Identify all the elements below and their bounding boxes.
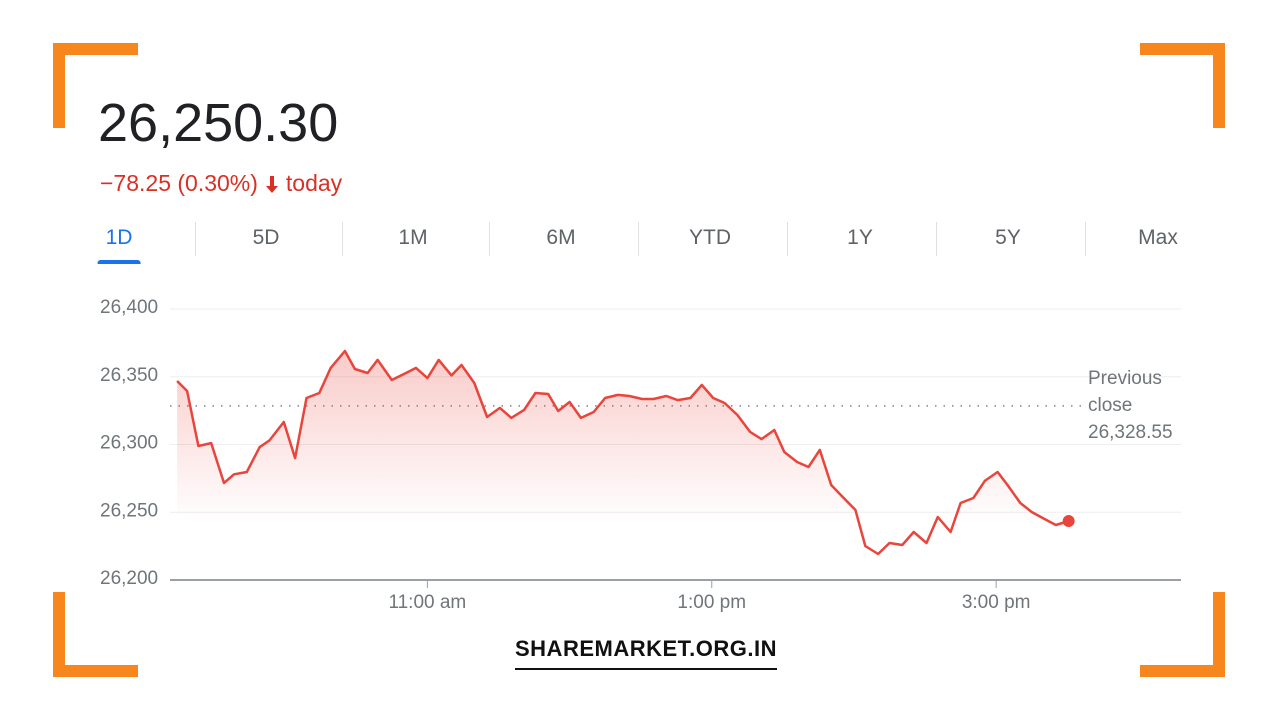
range-tab[interactable]: 5D	[252, 226, 280, 249]
watermark: SHAREMARKET.ORG.IN	[515, 636, 778, 670]
frame-corner	[1140, 665, 1225, 677]
period: today	[285, 170, 343, 196]
frame-corner	[53, 43, 65, 128]
tab-separator	[1085, 222, 1086, 256]
frame-corner	[1213, 592, 1225, 677]
y-tick-label: 26,300	[100, 433, 158, 454]
frame-corner	[1140, 43, 1225, 55]
last-point	[1062, 515, 1075, 528]
tab-separator	[637, 222, 639, 256]
frame-corner	[53, 665, 138, 677]
down-arrow	[265, 175, 278, 193]
price-line	[176, 349, 1070, 556]
previous-close-text: Previous close	[1088, 368, 1162, 416]
change: −78.25 (0.30%)	[100, 170, 258, 196]
area-fill	[177, 351, 1069, 580]
x-tick-label: 11:00 am	[388, 592, 466, 613]
range-tab[interactable]: 6M	[546, 226, 576, 249]
range-tab[interactable]: 1D	[97, 226, 141, 264]
x-tick-label: 3:00 pm	[962, 592, 1031, 613]
tab-separator	[787, 222, 788, 256]
y-tick-label: 26,200	[100, 568, 158, 589]
y-tick-label: 26,400	[100, 297, 158, 318]
previous-close-label: Previous close 26,328.55	[1088, 365, 1188, 446]
range-tab[interactable]: YTD	[689, 226, 731, 249]
frame-corner	[1213, 43, 1225, 128]
range-tab[interactable]: Max	[1138, 226, 1178, 249]
frame-corner	[53, 592, 65, 677]
price: 26,250.30	[98, 93, 339, 153]
selected-indicator	[97, 260, 141, 264]
range-tab[interactable]: 5Y	[995, 226, 1021, 249]
y-tick-label: 26,350	[100, 365, 158, 386]
change-row: −78.25 (0.30%) today	[100, 170, 342, 197]
tab-separator	[936, 222, 937, 256]
frame-corner	[53, 43, 138, 55]
range-tab[interactable]: 1Y	[847, 226, 873, 249]
tab-separator	[489, 222, 490, 256]
tab-separator	[341, 222, 343, 256]
tab-separator	[194, 222, 196, 256]
range-tab[interactable]: 1M	[398, 226, 428, 249]
x-tick-label: 1:00 pm	[677, 592, 746, 613]
y-tick-label: 26,250	[100, 500, 158, 521]
range-tabs: 1D 5D 1M 6M YTD 1Y 5Y Max	[80, 222, 1200, 266]
previous-close-value: 26,328.55	[1088, 422, 1173, 443]
